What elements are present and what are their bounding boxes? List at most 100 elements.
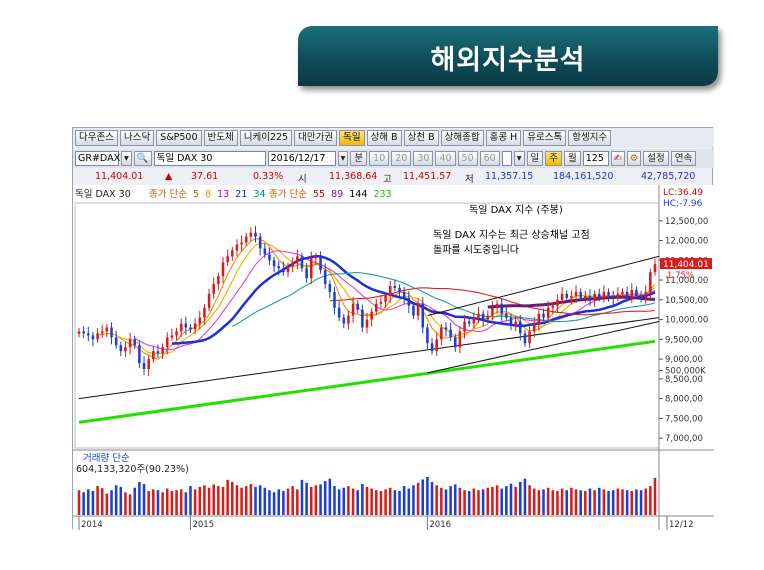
volume-bar (644, 488, 647, 515)
corner-lc: LC:36.49 (663, 188, 703, 198)
candle (314, 256, 318, 259)
candle (560, 293, 564, 300)
gear-icon[interactable]: ⚙ (626, 151, 642, 166)
volume-bar (639, 490, 643, 515)
day-button[interactable]: 일 (526, 151, 544, 166)
volume-value: 604,133,320주(90.23%) (76, 464, 189, 475)
candle (365, 319, 369, 328)
candle (546, 307, 550, 318)
week-button[interactable]: 주 (545, 151, 562, 166)
minute-button[interactable]: 분 (350, 151, 368, 166)
candle (342, 317, 346, 324)
volume-bar (565, 490, 569, 515)
period-40-button[interactable]: 40 (435, 151, 456, 166)
search-icon[interactable]: 🔍 (133, 151, 152, 166)
volume-bar (291, 486, 294, 515)
settings-button[interactable]: 설정 (643, 151, 669, 166)
candle (467, 321, 471, 324)
menu-item[interactable]: 홍콩 H (485, 130, 522, 146)
candle (105, 327, 109, 332)
volume-value: 184,161,520 (553, 171, 614, 182)
candle (156, 351, 160, 354)
code-input[interactable]: GR#DAX (75, 151, 120, 166)
volume-bar (570, 487, 573, 515)
volume-bar (528, 485, 531, 515)
ma-8-line (111, 242, 656, 354)
y-tick-label: 8,500,00 (665, 375, 703, 385)
volume-tick-label: 500,000K (665, 366, 706, 376)
period-50-button[interactable]: 50 (457, 151, 478, 166)
volume-bar (152, 489, 155, 515)
volume-bar (379, 491, 383, 515)
volume-bar (226, 479, 229, 515)
volume-bar (477, 490, 480, 515)
date-dropdown-icon[interactable]: ▾ (337, 151, 349, 166)
annotation-line-1: 독일 DAX 지수는 최근 상승채널 고점 (433, 229, 590, 241)
candle (556, 299, 559, 306)
candle (584, 295, 587, 298)
period-20-button[interactable]: 20 (391, 151, 412, 166)
candle (621, 291, 624, 294)
candle (532, 323, 536, 332)
candle (258, 236, 262, 249)
date-field[interactable]: 2016/12/17 (267, 151, 336, 166)
candle (505, 313, 508, 318)
volume-bar (221, 486, 225, 515)
continuous-button[interactable]: 연속 (670, 151, 697, 166)
period-input[interactable] (501, 151, 512, 166)
candle (514, 321, 517, 326)
menu-item[interactable]: 다우존스 (75, 130, 118, 146)
banner-title: 해외지수분석 (430, 45, 586, 76)
menu-item[interactable]: 상해종합 (440, 130, 484, 146)
y-tick-label: 10,000,00 (665, 316, 708, 326)
candle (114, 337, 118, 346)
volume-bar (114, 485, 118, 515)
code-dropdown-icon[interactable]: ▾ (121, 151, 132, 166)
volume-bar (342, 487, 346, 515)
volume-label: 거래량 단순 (83, 452, 130, 464)
menu-item[interactable]: S&P500 (156, 130, 202, 146)
period-60-button[interactable]: 60 (479, 151, 500, 166)
low-label: 저 (465, 174, 474, 185)
y-tick-label: 8,000,00 (665, 395, 703, 405)
menu-item[interactable]: 니케이225 (239, 130, 293, 146)
candle (254, 232, 257, 237)
candle (393, 285, 397, 288)
high-value: 11,451.57 (403, 171, 452, 182)
menu-item[interactable]: 대만가권 (294, 130, 338, 146)
period-30-button[interactable]: 30 (413, 151, 434, 166)
menu-item[interactable]: 항셍지수 (568, 130, 612, 146)
volume-bar (398, 491, 401, 515)
menu-item[interactable]: 상해 B (366, 130, 402, 146)
volume-bar (625, 490, 629, 515)
candle (458, 331, 462, 348)
menu-item[interactable]: 나스닥 (119, 130, 155, 146)
amount-value: 42,785,720 (641, 171, 696, 182)
candle (472, 317, 476, 324)
x-tick-label: 2016 (429, 520, 451, 530)
menu-item[interactable]: 유로스톡 (523, 130, 567, 146)
menu-item[interactable]: 상천 B (403, 130, 439, 146)
menu-item-active[interactable]: 독일 (339, 130, 365, 146)
candle (347, 315, 350, 324)
period-10-button[interactable]: 10 (369, 151, 390, 166)
volume-bar (505, 486, 508, 515)
volume-bar (189, 486, 192, 515)
candle (611, 295, 615, 298)
volume-bar (323, 481, 327, 515)
draw-tool-icon[interactable]: ✍ (610, 151, 625, 166)
volume-bar (523, 478, 527, 515)
volume-bar (486, 487, 490, 515)
period-dropdown-icon[interactable]: ▾ (513, 151, 525, 166)
count-field[interactable]: 125 (582, 151, 609, 166)
menu-item[interactable]: 반도체 (203, 130, 238, 146)
candle (384, 295, 387, 302)
candle (309, 258, 313, 279)
candle (272, 260, 276, 267)
volume-bar (258, 485, 262, 515)
name-field[interactable]: 독일 DAX 30 (153, 151, 266, 166)
candle (244, 236, 248, 243)
month-button[interactable]: 월 (564, 151, 581, 166)
volume-bar (472, 488, 476, 515)
candle (565, 293, 569, 298)
